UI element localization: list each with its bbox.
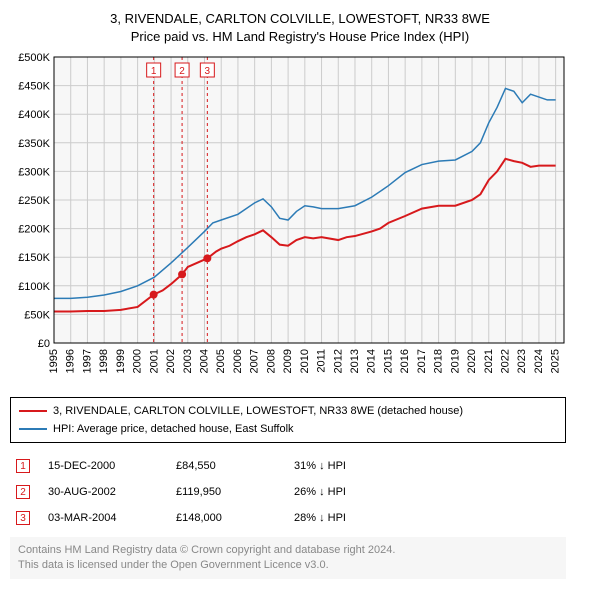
svg-text:1: 1	[151, 66, 157, 77]
svg-text:£250K: £250K	[18, 195, 50, 207]
svg-text:1998: 1998	[98, 349, 110, 373]
svg-text:2025: 2025	[550, 349, 562, 373]
sale-diff: 28% ↓ HPI	[294, 512, 346, 524]
sale-row: 3 03-MAR-2004 £148,000 28% ↓ HPI	[10, 505, 566, 531]
sale-date: 03-MAR-2004	[48, 512, 158, 524]
svg-text:2007: 2007	[249, 349, 261, 373]
svg-text:2017: 2017	[416, 349, 428, 373]
sale-marker-icon: 2	[16, 485, 30, 499]
chart-title: 3, RIVENDALE, CARLTON COLVILLE, LOWESTOF…	[10, 10, 590, 45]
svg-text:2014: 2014	[366, 349, 378, 373]
chart: £0 £50K £100K £150K £200K £250K £300K £350K £400…	[10, 51, 570, 381]
svg-text:2024: 2024	[533, 349, 545, 373]
svg-text:2016: 2016	[399, 349, 411, 373]
sale-date: 30-AUG-2002	[48, 486, 158, 498]
svg-text:£450K: £450K	[18, 81, 50, 93]
legend-label-hpi: HPI: Average price, detached house, East…	[53, 423, 294, 435]
svg-text:£500K: £500K	[18, 52, 50, 64]
svg-text:2013: 2013	[349, 349, 361, 373]
svg-text:3: 3	[205, 66, 211, 77]
svg-text:£0: £0	[38, 338, 50, 350]
svg-text:2015: 2015	[382, 349, 394, 373]
legend-row-hpi: HPI: Average price, detached house, East…	[19, 420, 557, 438]
svg-text:2020: 2020	[466, 349, 478, 373]
sales-list: 1 15-DEC-2000 £84,550 31% ↓ HPI 2 30-AUG-2002…	[10, 453, 566, 531]
svg-text:1996: 1996	[65, 349, 77, 373]
svg-text:1997: 1997	[81, 349, 93, 373]
sale-row: 1 15-DEC-2000 £84,550 31% ↓ HPI	[10, 453, 566, 479]
svg-text:2023: 2023	[516, 349, 528, 373]
legend: 3, RIVENDALE, CARLTON COLVILLE, LOWESTOF…	[10, 397, 566, 443]
svg-text:2019: 2019	[449, 349, 461, 373]
svg-text:2001: 2001	[148, 349, 160, 373]
svg-text:2022: 2022	[499, 349, 511, 373]
svg-text:2011: 2011	[316, 349, 328, 373]
attribution: Contains HM Land Registry data © Crown c…	[10, 537, 566, 579]
legend-row-property: 3, RIVENDALE, CARLTON COLVILLE, LOWESTOF…	[19, 402, 557, 420]
svg-text:2006: 2006	[232, 349, 244, 373]
svg-text:£400K: £400K	[18, 109, 50, 121]
legend-swatch-property	[19, 410, 47, 412]
legend-label-property: 3, RIVENDALE, CARLTON COLVILLE, LOWESTOF…	[53, 405, 463, 417]
svg-text:1999: 1999	[115, 349, 127, 373]
svg-text:2004: 2004	[198, 349, 210, 373]
svg-text:1995: 1995	[48, 349, 60, 373]
chart-svg: £0 £50K £100K £150K £200K £250K £300K £350K £400…	[10, 51, 570, 381]
svg-text:2: 2	[179, 66, 185, 77]
svg-text:£200K: £200K	[18, 224, 50, 236]
attribution-line1: Contains HM Land Registry data © Crown c…	[18, 543, 558, 558]
svg-text:2000: 2000	[132, 349, 144, 373]
attribution-line2: This data is licensed under the Open Gov…	[18, 558, 558, 573]
svg-text:2003: 2003	[182, 349, 194, 373]
sale-date: 15-DEC-2000	[48, 460, 158, 472]
title-line1: 3, RIVENDALE, CARLTON COLVILLE, LOWESTOF…	[10, 10, 590, 28]
sale-price: £84,550	[176, 460, 276, 472]
svg-text:2008: 2008	[265, 349, 277, 373]
title-line2: Price paid vs. HM Land Registry's House …	[10, 28, 590, 46]
svg-text:£50K: £50K	[24, 309, 50, 321]
svg-text:2010: 2010	[299, 349, 311, 373]
svg-text:2018: 2018	[433, 349, 445, 373]
sale-price: £119,950	[176, 486, 276, 498]
sale-row: 2 30-AUG-2002 £119,950 26% ↓ HPI	[10, 479, 566, 505]
svg-text:2009: 2009	[282, 349, 294, 373]
svg-text:£300K: £300K	[18, 166, 50, 178]
svg-text:2002: 2002	[165, 349, 177, 373]
svg-text:2005: 2005	[215, 349, 227, 373]
sale-marker-icon: 3	[16, 511, 30, 525]
sale-diff: 26% ↓ HPI	[294, 486, 346, 498]
sale-diff: 31% ↓ HPI	[294, 460, 346, 472]
svg-text:£350K: £350K	[18, 138, 50, 150]
sale-marker-icon: 1	[16, 459, 30, 473]
sale-price: £148,000	[176, 512, 276, 524]
svg-text:£150K: £150K	[18, 252, 50, 264]
legend-swatch-hpi	[19, 428, 47, 430]
svg-text:2012: 2012	[332, 349, 344, 373]
svg-text:£100K: £100K	[18, 281, 50, 293]
svg-text:2021: 2021	[483, 349, 495, 373]
